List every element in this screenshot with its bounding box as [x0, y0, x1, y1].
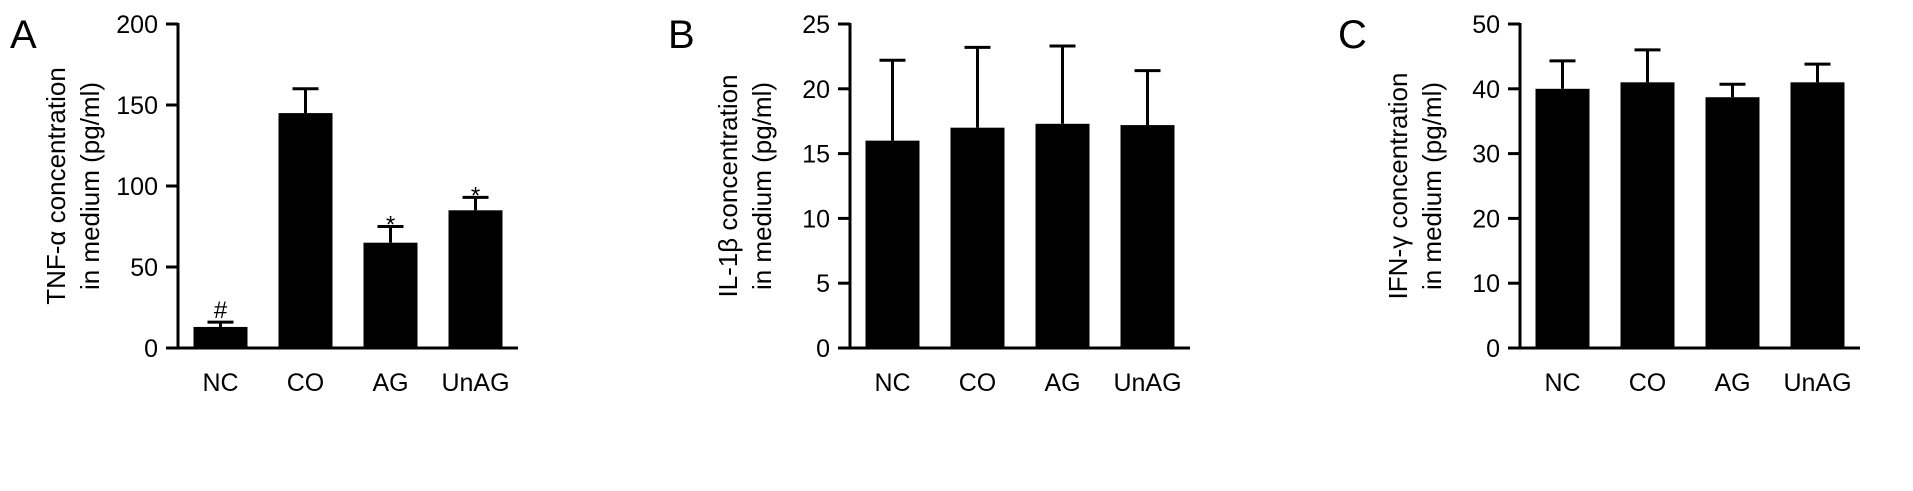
- panel-b-bar-co: [950, 127, 1005, 349]
- panel-a-significance-mark: *: [386, 212, 395, 239]
- panel-a-bar-ag: [363, 242, 418, 348]
- panel-a-bar-nc: [193, 326, 248, 348]
- panel-c-bar-ag: [1705, 97, 1760, 348]
- panel-c-bar-unag: [1790, 82, 1845, 348]
- panel-c-bar-nc: [1535, 88, 1590, 349]
- panel-a-y-tick-label: 50: [130, 254, 158, 282]
- panel-a-bar-co: [278, 113, 333, 348]
- panel-b-y-tick-label: 25: [802, 11, 830, 39]
- panel-c-y-tick-label: 50: [1472, 11, 1500, 39]
- panel-b-x-tick-label: AG: [1044, 369, 1080, 397]
- panel-b-y-tick-label: 20: [802, 76, 830, 104]
- panel-a-x-tick-label: UnAG: [441, 369, 509, 397]
- panel-a-y-tick-label: 200: [116, 11, 158, 39]
- panel-c-bar-co: [1620, 82, 1675, 348]
- panel-c-letter: C: [1338, 13, 1367, 57]
- panel-a-y-tick-label: 0: [144, 335, 158, 363]
- panel-b-bar-ag: [1035, 123, 1090, 349]
- panel-a-x-tick-label: NC: [202, 369, 238, 397]
- panel-b-y-tick-label: 0: [816, 335, 830, 363]
- panel-c-y-axis-label-line: IFN-γ concentration: [1383, 73, 1413, 300]
- panel-a-significance-mark: *: [471, 182, 480, 209]
- panel-b-letter: B: [668, 13, 695, 57]
- panel-b-bar-nc: [865, 140, 920, 348]
- panel-c-y-tick-label: 10: [1472, 270, 1500, 298]
- panel-b-y-tick-label: 5: [816, 270, 830, 298]
- panel-c-x-tick-label: UnAG: [1783, 369, 1851, 397]
- panel-c-y-tick-label: 20: [1472, 205, 1500, 233]
- panel-b-y-axis-label-line: in medium (pg/ml): [747, 82, 777, 290]
- panel-b-y-axis-label-line: IL-1β concentration: [713, 74, 743, 297]
- panel-a-x-tick-label: AG: [372, 369, 408, 397]
- panel-b-x-tick-label: NC: [874, 369, 910, 397]
- panel-c-y-tick-label: 0: [1486, 335, 1500, 363]
- panel-a-y-axis-label: TNF-α concentration in medium (pg/ml): [41, 67, 105, 305]
- panel-b-y-axis-label: IL-1β concentration in medium (pg/ml): [713, 74, 777, 297]
- panel-a-y-tick-label: 100: [116, 173, 158, 201]
- panel-c-x-tick-label: NC: [1544, 369, 1580, 397]
- panel-a-bar-unag: [448, 210, 503, 348]
- panel-b-x-tick-label: CO: [959, 369, 997, 397]
- panel-c-y-axis-label: IFN-γ concentration in medium (pg/ml): [1383, 73, 1447, 300]
- panel-a-letter: A: [10, 13, 37, 57]
- panel-a-significance-mark: #: [214, 297, 228, 324]
- panel-a-y-tick-label: 150: [116, 92, 158, 120]
- panel-a-y-axis-label-line: TNF-α concentration: [41, 67, 71, 305]
- panel-c-x-tick-label: AG: [1714, 369, 1750, 397]
- panel-b-x-tick-label: UnAG: [1113, 369, 1181, 397]
- panel-b-bar-unag: [1120, 125, 1175, 348]
- panel-c-x-tick-label: CO: [1629, 369, 1667, 397]
- panel-b-y-tick-label: 10: [802, 205, 830, 233]
- panel-a-y-axis-label-line: in medium (pg/ml): [75, 82, 105, 290]
- panel-c-y-tick-label: 30: [1472, 141, 1500, 169]
- panel-c-y-axis-label-line: in medium (pg/ml): [1417, 82, 1447, 290]
- panel-c-y-tick-label: 40: [1472, 76, 1500, 104]
- panel-a-x-tick-label: CO: [287, 369, 325, 397]
- panel-b-y-tick-label: 15: [802, 141, 830, 169]
